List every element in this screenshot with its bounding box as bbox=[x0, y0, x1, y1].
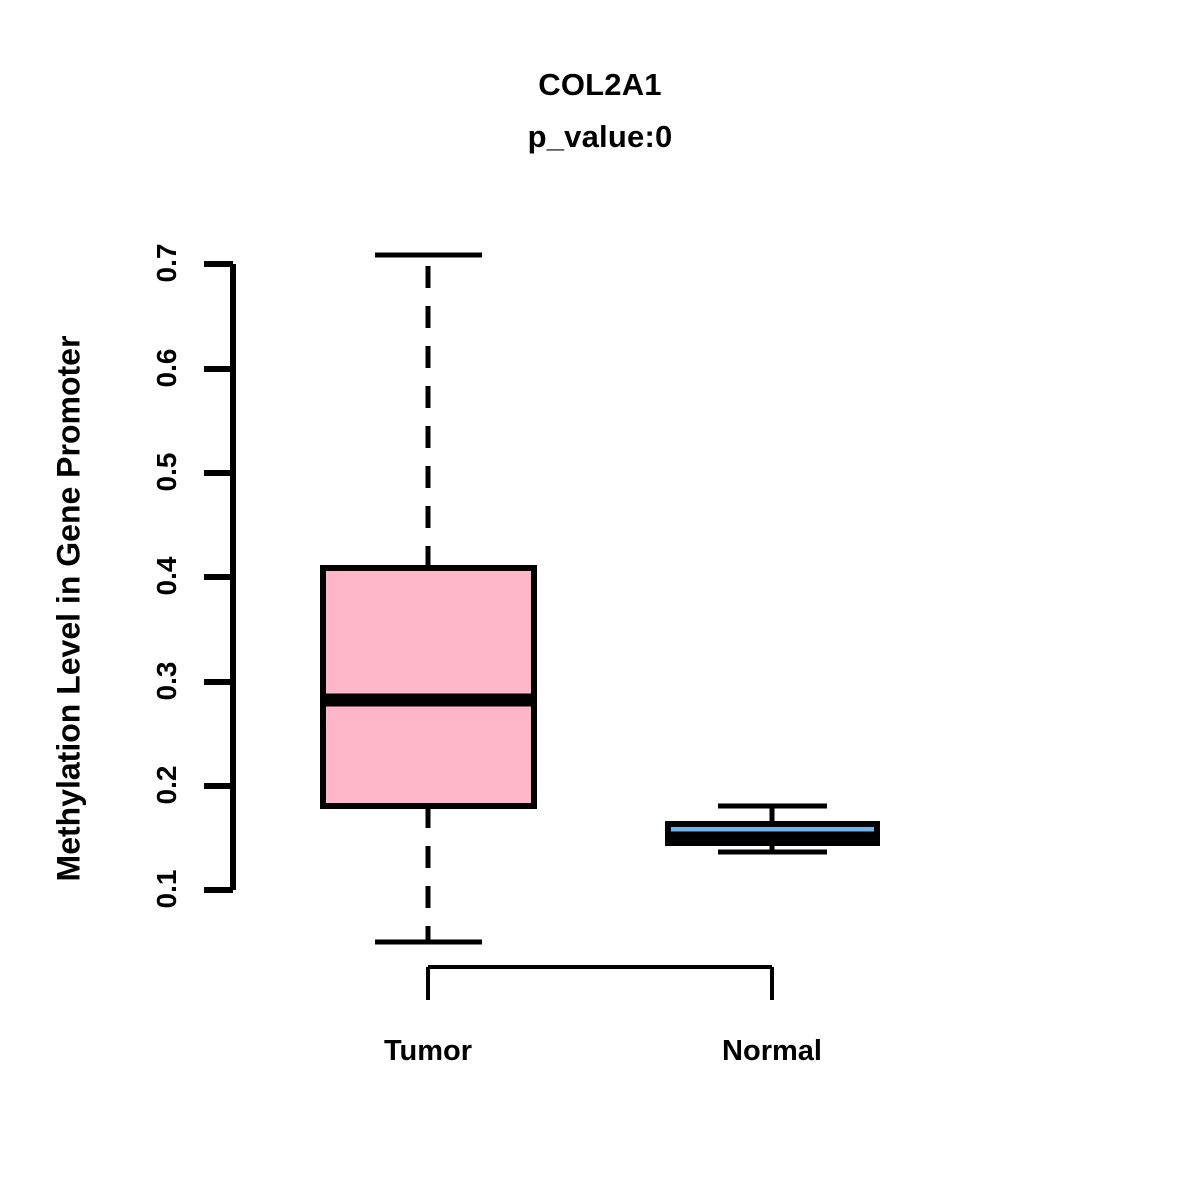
tumor-box-rect bbox=[320, 565, 537, 809]
y-axis bbox=[204, 261, 236, 893]
box-tumor bbox=[320, 252, 537, 945]
x-tick-label-normal: Normal bbox=[722, 1035, 822, 1067]
chart-subtitle: p_value:0 bbox=[527, 119, 673, 154]
box-normal bbox=[665, 803, 880, 855]
chart-title: COL2A1 bbox=[538, 67, 662, 102]
x-tick-label-tumor: Tumor bbox=[383, 1035, 473, 1067]
x-axis bbox=[426, 965, 774, 1000]
